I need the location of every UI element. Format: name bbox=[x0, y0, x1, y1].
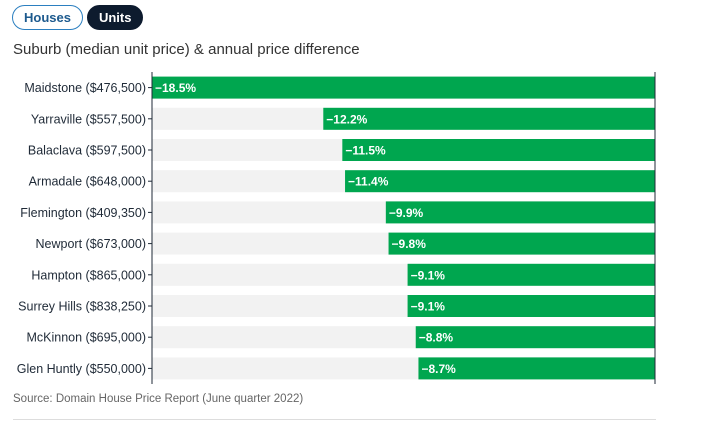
category-label: Surrey Hills ($838,250) bbox=[18, 300, 146, 314]
category-label: Newport ($673,000) bbox=[36, 237, 146, 251]
divider bbox=[13, 419, 656, 420]
data-label: −12.2% bbox=[326, 112, 367, 126]
data-label: −8.7% bbox=[421, 362, 456, 376]
bar bbox=[418, 357, 655, 380]
category-label: Balaclava ($597,500) bbox=[28, 144, 146, 158]
data-label: −8.8% bbox=[419, 331, 454, 345]
data-label: −11.4% bbox=[348, 175, 389, 189]
data-label: −9.1% bbox=[411, 268, 446, 282]
data-label: −9.9% bbox=[389, 206, 424, 220]
bar bbox=[388, 232, 655, 255]
tab-units[interactable]: Units bbox=[86, 5, 144, 30]
category-label: Flemington ($409,350) bbox=[20, 206, 146, 220]
property-type-toggle: Houses Units bbox=[12, 5, 144, 30]
source-note: Source: Domain House Price Report (June … bbox=[13, 393, 304, 405]
bar bbox=[342, 139, 655, 161]
bar bbox=[152, 76, 655, 99]
data-label: −9.8% bbox=[392, 237, 427, 251]
bar bbox=[323, 107, 655, 130]
data-label: −18.5% bbox=[155, 81, 196, 95]
bar bbox=[385, 201, 655, 224]
category-label: Armadale ($648,000) bbox=[29, 175, 146, 189]
category-label: Maidstone ($476,500) bbox=[24, 81, 146, 95]
data-label: −9.1% bbox=[411, 300, 446, 314]
chart-subtitle: Suburb (median unit price) & annual pric… bbox=[13, 41, 360, 58]
tab-houses[interactable]: Houses bbox=[12, 5, 83, 30]
bar bbox=[407, 263, 655, 286]
category-label: McKinnon ($695,000) bbox=[26, 331, 146, 345]
bar bbox=[415, 326, 655, 349]
bar bbox=[407, 295, 655, 317]
category-label: Glen Huntly ($550,000) bbox=[17, 362, 146, 376]
category-label: Yarraville ($557,500) bbox=[31, 112, 146, 126]
bar bbox=[345, 170, 655, 193]
category-label: Hampton ($865,000) bbox=[31, 268, 146, 282]
data-label: −11.5% bbox=[345, 144, 386, 158]
